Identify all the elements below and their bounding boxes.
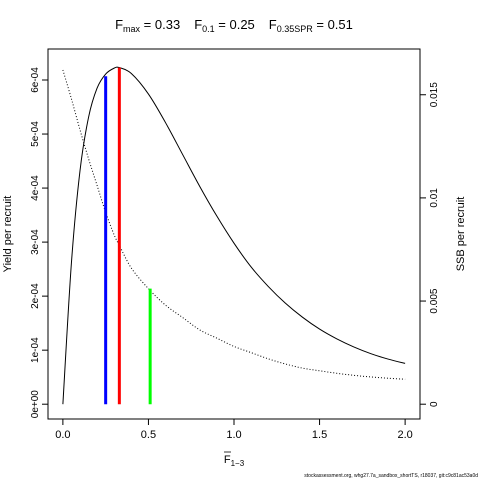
y-left-tick-label: 2e-04 — [30, 283, 41, 309]
y-left-tick-label: 3e-04 — [30, 229, 41, 255]
y-right-tick-label: 0.005 — [429, 288, 440, 313]
y-right-tick-label: 0.015 — [429, 82, 440, 107]
ssb-per-recruit-line — [62, 69, 406, 380]
reference-lines — [104, 67, 152, 405]
y-left-tick-label: 6e-04 — [30, 67, 41, 93]
y-left-tick-label: 5e-04 — [30, 121, 41, 147]
yield-per-recruit-line — [62, 66, 406, 405]
series-layer — [62, 66, 406, 405]
chart-title: Fmax = 0.33 F0.1 = 0.25 F0.35SPR = 0.51 — [115, 17, 353, 34]
y-left-tick-label: 4e-04 — [30, 175, 41, 201]
y-right-tick-label: 0 — [429, 401, 440, 407]
y-axis-label-right: SSB per recruit — [455, 197, 467, 272]
x-tick-label: 0.0 — [55, 429, 70, 441]
y-axis-label-left: Yield per recruit — [2, 196, 14, 273]
x-tick-label: 1.5 — [312, 429, 327, 441]
x-tick-label: 0.5 — [141, 429, 156, 441]
x-tick-label: 1.0 — [226, 429, 241, 441]
footer-text: stockassessment.org, whg27.7a_sandbox_sh… — [304, 473, 478, 479]
x-tick-label: 2.0 — [397, 429, 412, 441]
y-left-tick-label: 0e+00 — [30, 390, 41, 419]
x-axis-label: F1−3 — [224, 454, 245, 468]
axes: 0.0 0.5 1.0 1.5 2.0 0e+00 1e-04 2e-04 3e-04 4e-04… — [30, 67, 440, 441]
y-left-tick-label: 1e-04 — [30, 337, 41, 363]
y-right-tick-label: 0.01 — [429, 188, 440, 208]
